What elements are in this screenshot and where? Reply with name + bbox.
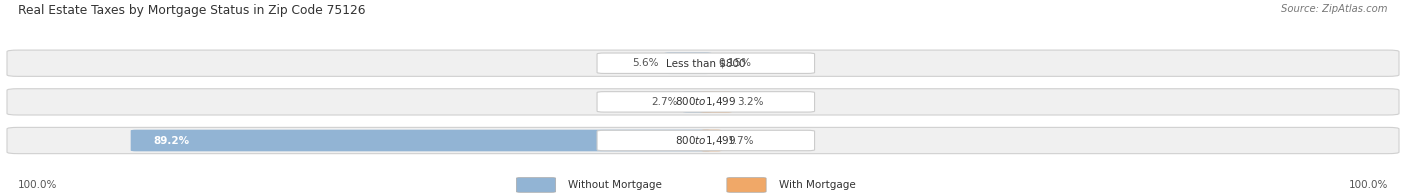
FancyBboxPatch shape [598, 92, 814, 112]
Text: 100.0%: 100.0% [18, 180, 58, 190]
Text: $800 to $1,499: $800 to $1,499 [675, 134, 737, 147]
Text: 100.0%: 100.0% [1348, 180, 1388, 190]
Text: 5.6%: 5.6% [633, 58, 659, 68]
FancyBboxPatch shape [727, 178, 766, 192]
Text: 0.15%: 0.15% [718, 58, 751, 68]
FancyBboxPatch shape [7, 50, 1399, 76]
FancyBboxPatch shape [7, 127, 1399, 154]
FancyBboxPatch shape [665, 52, 711, 74]
FancyBboxPatch shape [598, 130, 814, 151]
Text: $800 to $1,499: $800 to $1,499 [675, 95, 737, 108]
Text: With Mortgage: With Mortgage [779, 180, 855, 190]
Text: Real Estate Taxes by Mortgage Status in Zip Code 75126: Real Estate Taxes by Mortgage Status in … [18, 4, 366, 17]
Text: 2.7%: 2.7% [651, 97, 678, 107]
Text: Without Mortgage: Without Mortgage [568, 180, 662, 190]
Text: 1.7%: 1.7% [728, 135, 755, 145]
FancyBboxPatch shape [683, 91, 711, 113]
Text: Less than $800: Less than $800 [666, 58, 745, 68]
FancyBboxPatch shape [700, 130, 723, 151]
FancyBboxPatch shape [700, 91, 733, 113]
Text: 3.2%: 3.2% [738, 97, 763, 107]
Text: Source: ZipAtlas.com: Source: ZipAtlas.com [1281, 4, 1388, 14]
Text: 89.2%: 89.2% [153, 135, 190, 145]
FancyBboxPatch shape [598, 53, 814, 74]
FancyBboxPatch shape [516, 178, 555, 192]
FancyBboxPatch shape [131, 130, 711, 151]
FancyBboxPatch shape [7, 89, 1399, 115]
